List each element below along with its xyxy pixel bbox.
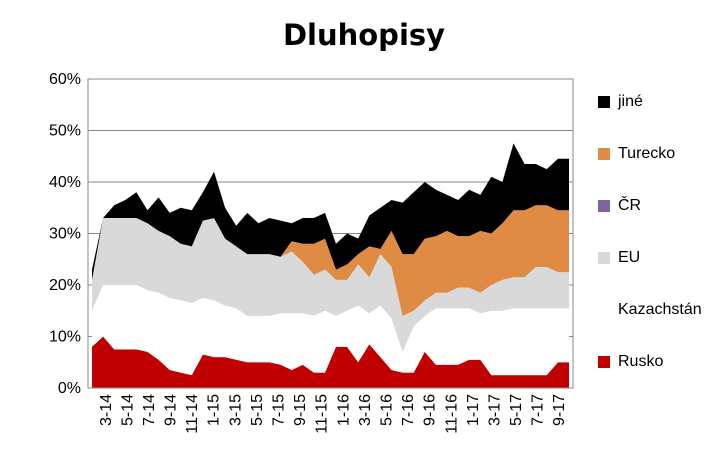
area-kazachstan [92,285,569,376]
x-tick-label: 11-14 [184,394,201,434]
y-tick-label: 30% [49,226,81,243]
legend-swatch [598,356,610,368]
y-tick-label: 40% [49,174,81,191]
x-tick-label: 9-15 [292,394,309,426]
x-tick-label: 9-16 [422,394,439,426]
y-tick-label: 20% [49,277,81,294]
x-tick-label: 7-14 [141,394,158,426]
legend-label: Turecko [618,145,676,162]
legend-item-rusko: Rusko [598,350,663,374]
x-tick-label: 11-15 [314,394,331,434]
x-tick-label: 5-17 [508,394,525,426]
y-tick-label: 0% [58,380,81,397]
x-tick-label: 9-17 [551,394,568,426]
area-eu [92,218,569,352]
legend-swatch [598,96,610,108]
legend-label: EU [618,249,641,266]
area-turecko [92,205,569,316]
y-tick-label: 10% [49,329,81,346]
area-jine [92,143,569,280]
x-tick-label: 7-15 [271,394,288,426]
x-tick-label: 7-16 [400,394,417,426]
x-tick-label: 5-15 [249,394,266,426]
legend-swatch [598,200,610,212]
x-tick-label: 1-16 [335,394,352,426]
x-tick-label: 1-17 [465,394,482,426]
legend-label: Rusko [618,353,664,370]
x-tick-label: 5-16 [379,394,396,426]
x-tick-label: 9-14 [163,394,180,426]
x-tick-label: 11-16 [443,394,460,434]
x-tick-label: 3-15 [227,394,244,426]
y-tick-label: 50% [49,123,81,140]
legend-item-cr: ČR [598,194,641,218]
legend-item-kazachstan: Kazachstán [598,298,702,322]
x-tick-label: 3-14 [98,394,115,426]
x-tick-label: 3-17 [486,394,503,426]
area-rusko [92,336,569,388]
legend-item-turecko: Turecko [598,142,675,166]
chart-title: Dluhopisy [282,18,446,52]
legend-label: Kazachstán [618,301,702,318]
x-tick-label: 7-17 [530,394,547,426]
x-tick-label: 1-15 [206,394,223,426]
y-tick-label: 60% [49,71,81,88]
legend-label: ČR [618,197,642,214]
legend-swatch [598,148,610,160]
x-tick-label: 3-16 [357,394,374,426]
legend-item-eu: EU [598,246,640,270]
x-tick-label: 5-14 [119,394,136,426]
legend-swatch [598,304,610,316]
legend-label: jiné [618,93,643,110]
legend-item-jine: jiné [598,90,643,114]
legend-swatch [598,252,610,264]
